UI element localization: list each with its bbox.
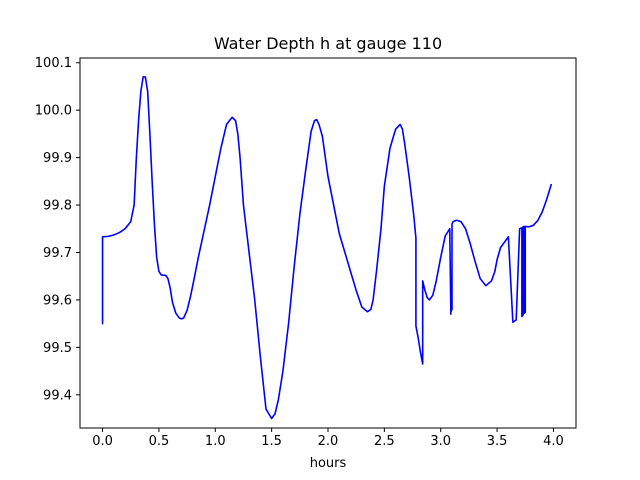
x-tick-label: 1.0 xyxy=(205,434,226,449)
y-tick-label: 99.9 xyxy=(43,151,72,166)
x-tick-label: 0.0 xyxy=(92,434,113,449)
plot-frame xyxy=(79,57,577,429)
y-tick-label: 100.1 xyxy=(35,56,72,71)
x-tick-label: 3.0 xyxy=(430,434,451,449)
y-tick-label: 99.8 xyxy=(43,199,72,214)
y-tick-label: 100.0 xyxy=(35,104,72,119)
series-line-water-depth xyxy=(101,76,552,420)
x-tick-label: 1.5 xyxy=(261,434,282,449)
plot-area xyxy=(101,76,552,420)
x-tick-label: 4.0 xyxy=(543,434,564,449)
y-tick-label: 99.6 xyxy=(43,293,72,308)
x-axis-label: hours xyxy=(310,456,347,471)
y-tick-label: 99.7 xyxy=(43,246,72,261)
x-tick-label: 2.5 xyxy=(374,434,395,449)
y-tick-label: 99.4 xyxy=(43,388,72,403)
x-tick-label: 2.0 xyxy=(318,434,339,449)
x-tick-label: 3.5 xyxy=(487,434,508,449)
y-tick-label: 99.5 xyxy=(43,341,72,356)
axis-ticks: 0.0 0.5 1.0 1.5 2.0 2.5 3.0 3.5 4.0 99.4 99.5 99.6 9… xyxy=(35,56,564,449)
chart-title: Water Depth h at gauge 110 xyxy=(214,34,442,53)
x-tick-label: 0.5 xyxy=(149,434,170,449)
